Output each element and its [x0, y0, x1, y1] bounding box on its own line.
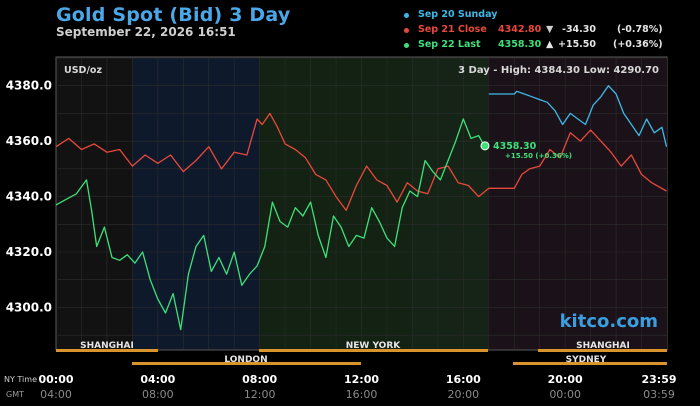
- x-labels: 00:00 04:00 04:00 08:00 08:00 12:00 12:00 16:00…: [38, 373, 676, 401]
- ny-time-label: NY Time: [4, 375, 37, 384]
- x-tick-ny: 04:00: [140, 373, 175, 386]
- x-tick-ny: 20:00: [548, 373, 583, 386]
- last-point-marker: [481, 142, 489, 150]
- session-label-sydney: SYDNEY: [566, 355, 607, 365]
- session-label-newyork: NEW YORK: [346, 341, 402, 351]
- y-tick-label: 4300.0: [6, 300, 52, 314]
- x-tick-ny: 23:59: [641, 373, 676, 386]
- last-point-sublabel: +15.50 (+0.36%): [505, 152, 572, 160]
- session-shade-asia: [132, 58, 259, 349]
- x-tick-ny: 12:00: [344, 373, 379, 386]
- x-tick-gmt: 08:00: [142, 388, 174, 401]
- y-tick-label: 4340.0: [6, 190, 52, 204]
- last-point-label: 4358.30: [493, 141, 537, 152]
- y-ticks: 4300.0 4320.0 4340.0 4360.0 4380.0: [6, 79, 52, 315]
- y-tick-label: 4360.0: [6, 134, 52, 148]
- x-tick-gmt: 04:00: [40, 388, 72, 401]
- y-tick-label: 4380.0: [6, 79, 52, 93]
- x-tick-gmt: 20:00: [447, 388, 479, 401]
- x-tick-gmt: 12:00: [244, 388, 276, 401]
- session-shade-ny: [411, 58, 488, 349]
- x-tick-gmt: 16:00: [346, 388, 378, 401]
- session-label-shanghai-1: SHANGHAI: [80, 341, 134, 351]
- x-tick-ny: 16:00: [446, 373, 481, 386]
- y-tick-label: 4320.0: [6, 245, 52, 259]
- x-tick-ny: 00:00: [38, 373, 73, 386]
- session-shade-evening: [488, 58, 667, 349]
- unit-label: USD/oz: [64, 65, 102, 76]
- session-label-london: LONDON: [224, 355, 267, 365]
- session-label-shanghai-2: SHANGHAI: [576, 341, 630, 351]
- x-tick-gmt: 00:00: [549, 388, 581, 401]
- range-text: 3 Day - High: 4384.30 Low: 4290.70: [458, 65, 659, 76]
- x-tick-gmt: 03:59: [643, 388, 675, 401]
- watermark: kitco.com: [560, 311, 658, 332]
- x-tick-ny: 08:00: [242, 373, 277, 386]
- session-shade-europe: [259, 58, 411, 349]
- gmt-label: GMT: [6, 390, 24, 399]
